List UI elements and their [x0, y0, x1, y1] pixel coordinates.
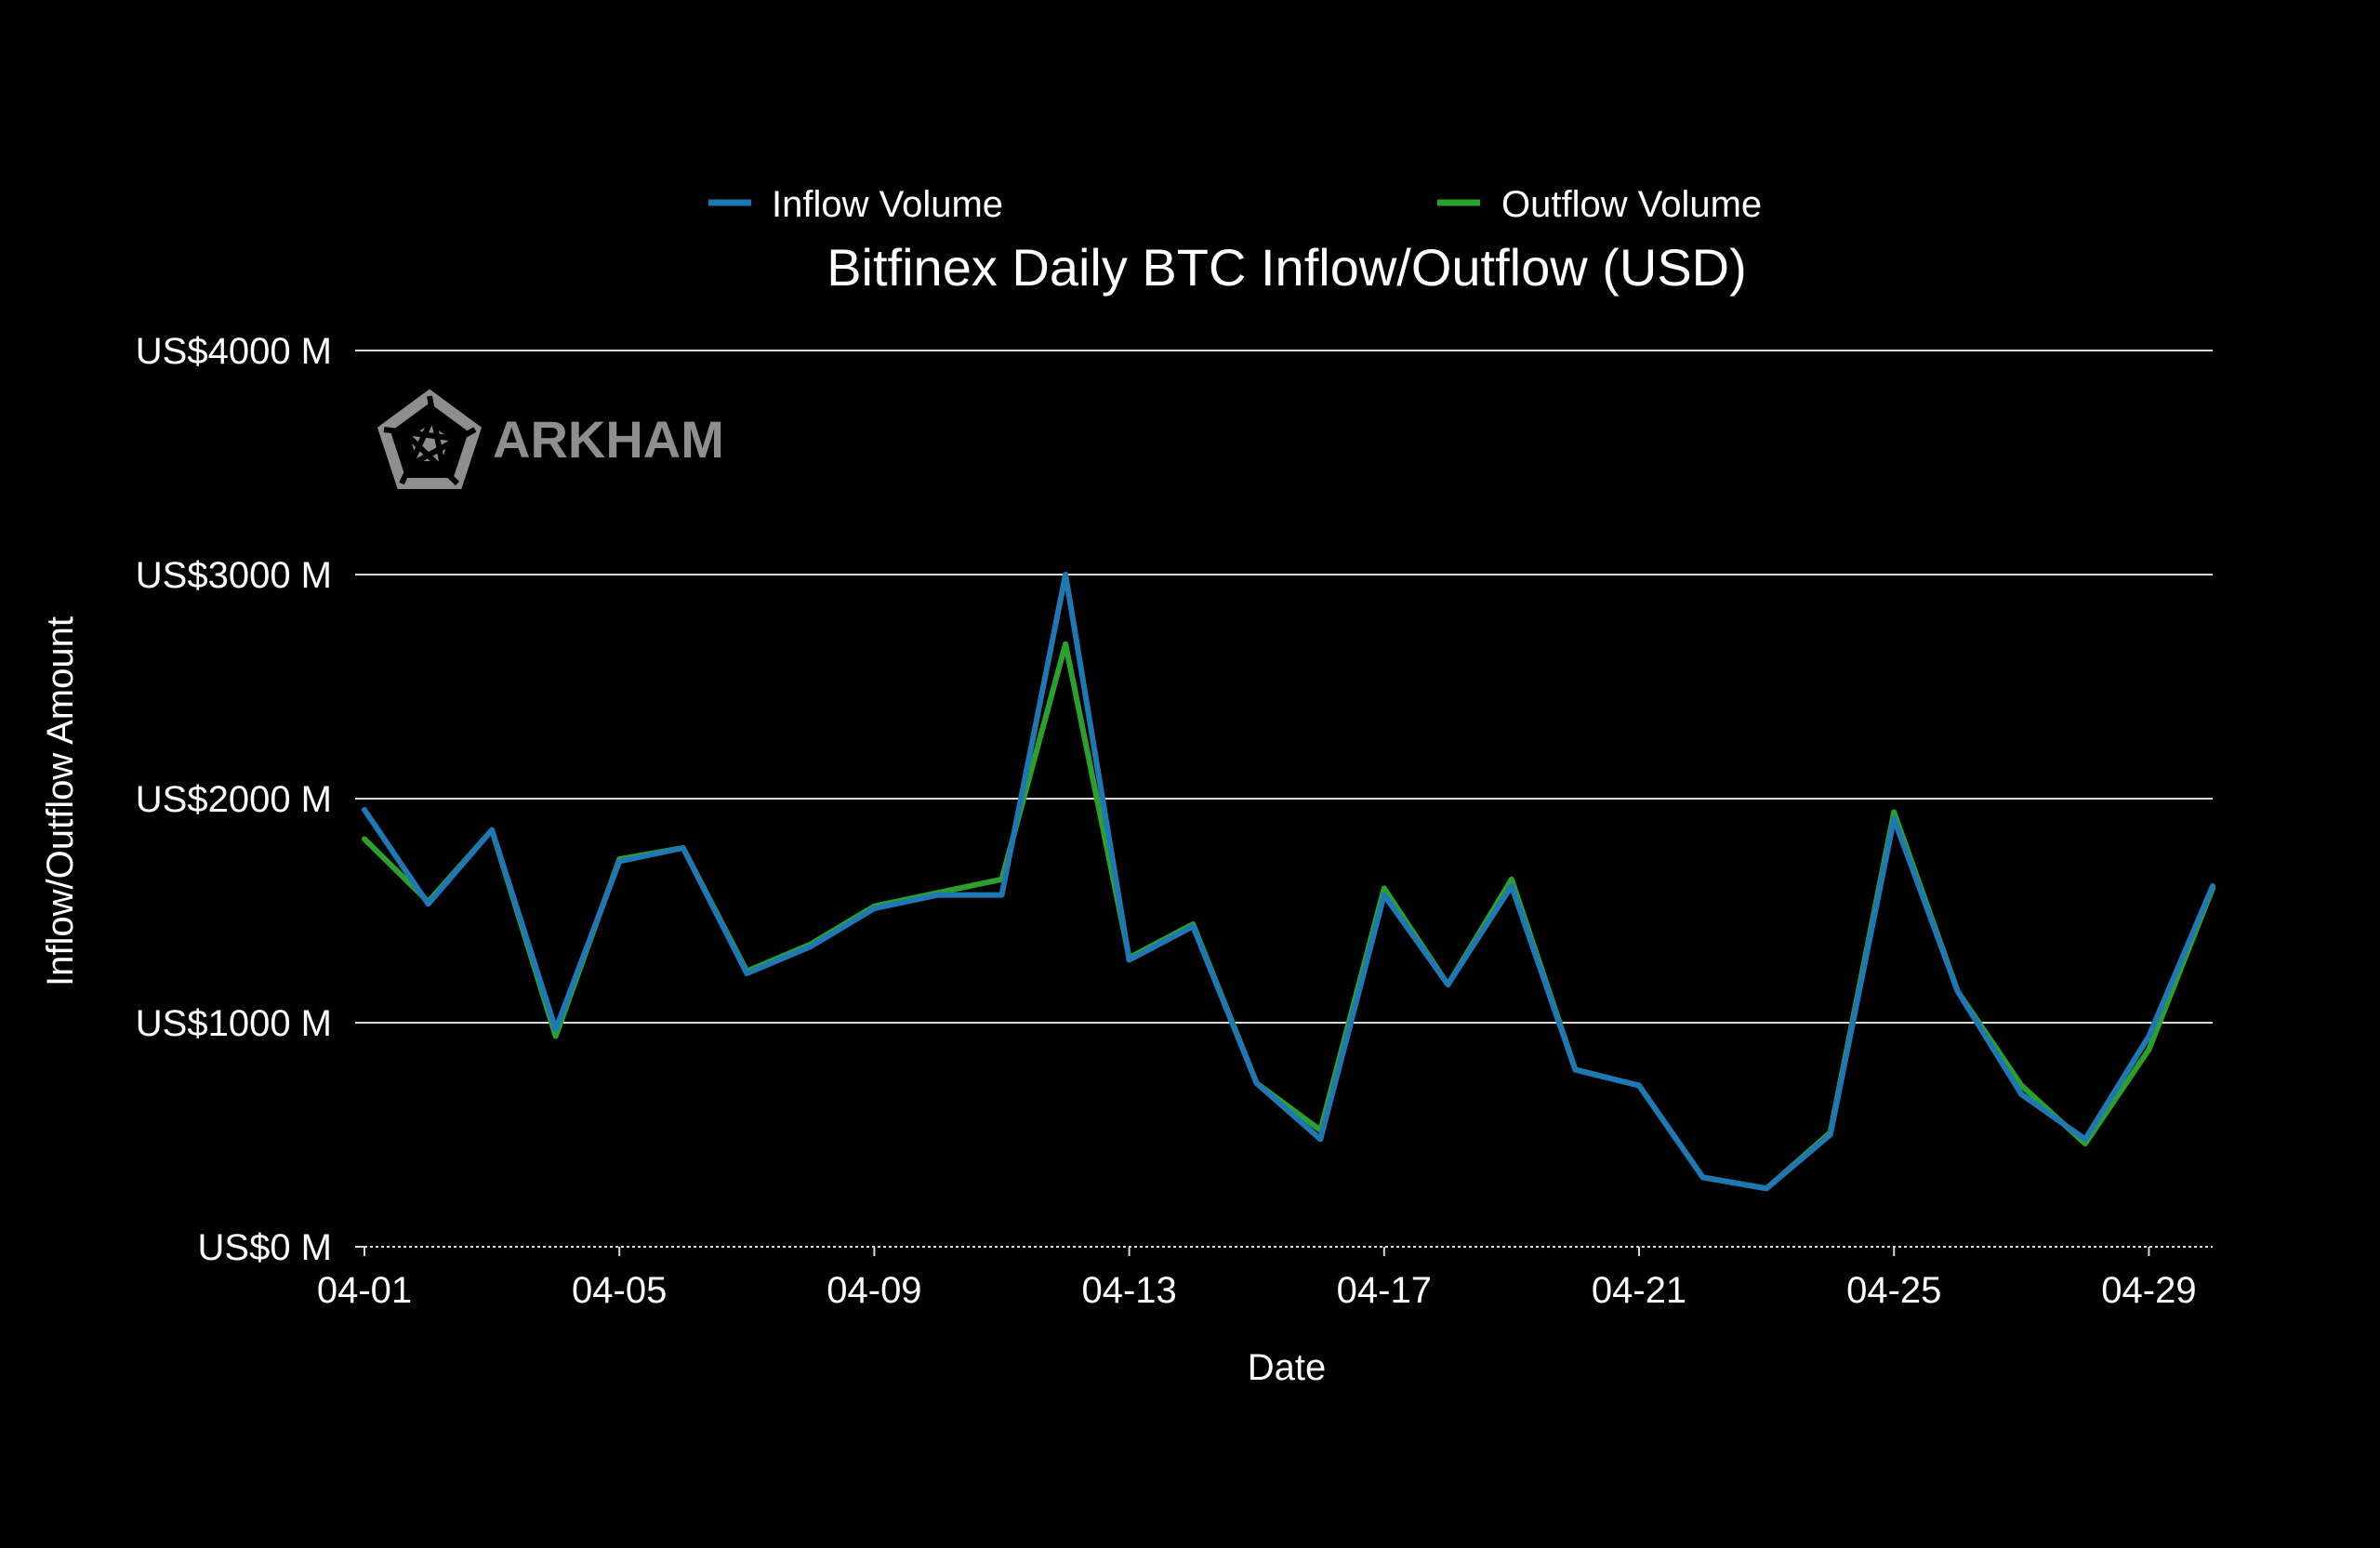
x-tick-label: 04-25: [1846, 1270, 1941, 1311]
x-tick-label: 04-01: [317, 1270, 412, 1311]
outflow-volume-line: [362, 641, 2215, 1192]
x-tick-label: 04-17: [1337, 1270, 1432, 1311]
grid: [364, 350, 2213, 1248]
legend: Inflow Volume Outflow Volume: [708, 184, 1762, 225]
y-tick-label: US$4000 M: [136, 331, 332, 372]
chart-title: Bitfinex Daily BTC Inflow/Outflow (USD): [826, 238, 1747, 297]
y-tick-label: US$0 M: [198, 1227, 333, 1268]
inflow-volume-line: [362, 572, 2215, 1192]
y-axis-title: Inflow/Outflow Amount: [40, 616, 81, 986]
legend-label-inflow: Inflow Volume: [772, 184, 1003, 225]
x-tick-label: 04-05: [572, 1270, 667, 1311]
x-axis-title: Date: [1248, 1347, 1327, 1388]
watermark-text: ARKHAM: [493, 410, 724, 469]
y-tick-label: US$1000 M: [136, 1003, 332, 1044]
y-axis: US$0 M US$1000 M US$2000 M US$3000 M US$4000…: [136, 331, 364, 1268]
legend-item-outflow: Outflow Volume: [1437, 184, 1762, 225]
legend-label-outflow: Outflow Volume: [1501, 184, 1762, 225]
x-tick-label: 04-13: [1081, 1270, 1176, 1311]
arkham-watermark: ARKHAM: [377, 389, 724, 489]
x-tick-label: 04-09: [826, 1270, 921, 1311]
legend-item-inflow: Inflow Volume: [708, 184, 1003, 225]
series: [362, 572, 2215, 1192]
x-tick-label: 04-21: [1592, 1270, 1686, 1311]
y-tick-label: US$2000 M: [136, 779, 332, 820]
arkham-logo-icon: [377, 389, 483, 489]
x-tick-label: 04-29: [2101, 1270, 2196, 1311]
y-tick-label: US$3000 M: [136, 555, 332, 596]
x-axis: 04-01 04-05 04-09 04-13 04-17 04-21 04-25 04-29: [317, 1247, 2197, 1311]
